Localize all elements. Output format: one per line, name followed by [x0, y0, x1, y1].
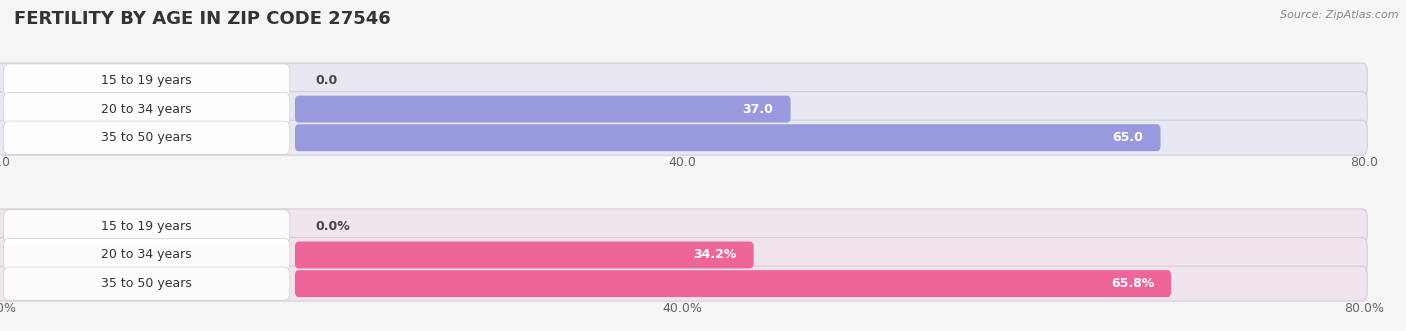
- FancyBboxPatch shape: [295, 270, 1171, 297]
- Text: 20 to 34 years: 20 to 34 years: [101, 103, 193, 116]
- FancyBboxPatch shape: [3, 210, 290, 243]
- Text: 34.2%: 34.2%: [693, 249, 737, 261]
- FancyBboxPatch shape: [3, 267, 290, 300]
- FancyBboxPatch shape: [295, 124, 1160, 151]
- Text: 65.8%: 65.8%: [1111, 277, 1154, 290]
- FancyBboxPatch shape: [0, 266, 1367, 301]
- FancyBboxPatch shape: [3, 238, 290, 271]
- FancyBboxPatch shape: [0, 209, 1367, 244]
- Text: 15 to 19 years: 15 to 19 years: [101, 220, 193, 233]
- Text: 35 to 50 years: 35 to 50 years: [101, 277, 193, 290]
- Text: FERTILITY BY AGE IN ZIP CODE 27546: FERTILITY BY AGE IN ZIP CODE 27546: [14, 10, 391, 28]
- FancyBboxPatch shape: [3, 121, 290, 154]
- FancyBboxPatch shape: [0, 120, 1367, 155]
- FancyBboxPatch shape: [295, 96, 790, 122]
- Text: 15 to 19 years: 15 to 19 years: [101, 74, 193, 87]
- FancyBboxPatch shape: [3, 93, 290, 126]
- FancyBboxPatch shape: [0, 63, 1367, 98]
- Text: 0.0%: 0.0%: [315, 220, 350, 233]
- FancyBboxPatch shape: [295, 242, 754, 268]
- Text: Source: ZipAtlas.com: Source: ZipAtlas.com: [1281, 10, 1399, 20]
- Text: 35 to 50 years: 35 to 50 years: [101, 131, 193, 144]
- Text: 37.0: 37.0: [742, 103, 773, 116]
- FancyBboxPatch shape: [0, 238, 1367, 272]
- Text: 20 to 34 years: 20 to 34 years: [101, 249, 193, 261]
- FancyBboxPatch shape: [3, 64, 290, 97]
- FancyBboxPatch shape: [0, 92, 1367, 126]
- Text: 0.0: 0.0: [315, 74, 337, 87]
- Text: 65.0: 65.0: [1112, 131, 1143, 144]
